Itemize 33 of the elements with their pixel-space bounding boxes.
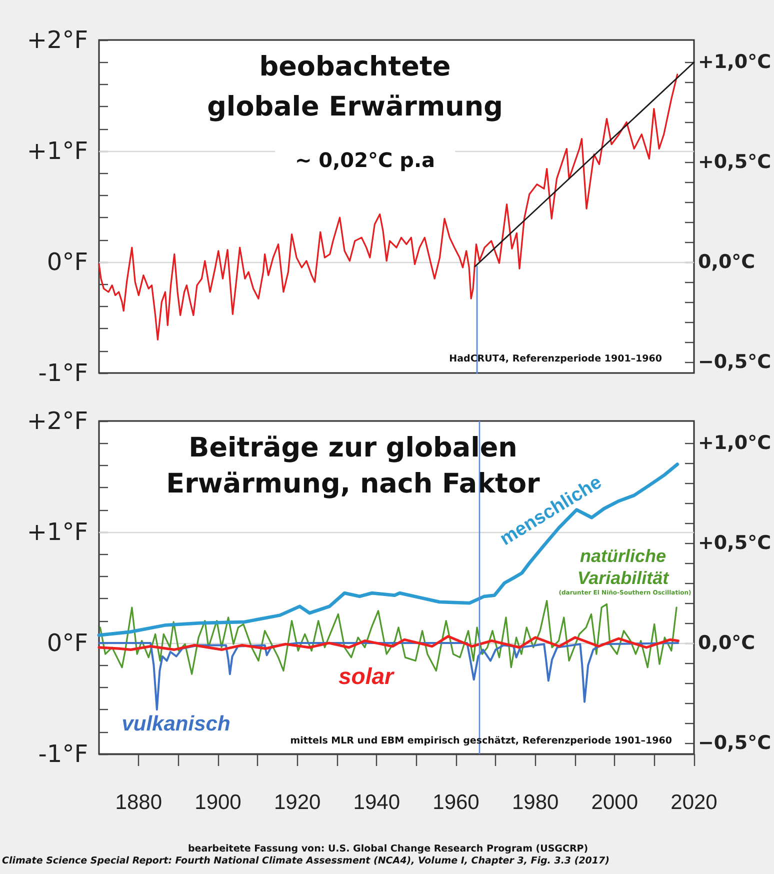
- x-tick-label: 2020: [670, 791, 718, 814]
- annotation: ~ 0,02°C p.a: [294, 148, 436, 172]
- x-tick-label: 1880: [115, 791, 162, 814]
- y2-tick-label: −0,5°C: [698, 350, 772, 373]
- x-tick-label: 1920: [274, 791, 321, 814]
- y-tick-label: +1°F: [26, 518, 88, 546]
- series-label: vulkanisch: [122, 712, 230, 736]
- series-label: solar: [338, 663, 395, 689]
- line-series: [98, 635, 680, 651]
- x-tick-label: 1980: [512, 791, 559, 814]
- y-tick-label: -1°F: [38, 359, 88, 387]
- text: beobachtete globale Erwärmung: [207, 52, 503, 122]
- y-tick-label: +2°F: [26, 407, 88, 435]
- y-tick-label: +2°F: [26, 26, 88, 54]
- y2-tick-label: +1,0°C: [698, 51, 772, 74]
- y2-tick-label: +0,5°C: [698, 532, 772, 554]
- x-tick-label: 1960: [432, 791, 480, 814]
- y-tick-label: 0°F: [46, 629, 88, 657]
- line-series: [98, 642, 680, 711]
- y2-tick-label: +0,5°C: [698, 151, 772, 174]
- y-tick-label: 0°F: [46, 248, 88, 276]
- y2-tick-label: 0,0°C: [698, 250, 756, 273]
- y-tick-label: -1°F: [38, 740, 88, 768]
- y-tick-label: +1°F: [26, 137, 88, 165]
- text: bearbeitete Fassung von: U.S. Global Change Research Program (USGCRP): [188, 844, 588, 854]
- series-label: natürliche Variabilität: [577, 546, 670, 588]
- y2-tick-label: +1,0°C: [698, 432, 772, 454]
- x-tick-label: 1900: [194, 791, 242, 814]
- y2-tick-label: −0,5°C: [698, 732, 772, 754]
- x-tick-label: 2000: [591, 791, 638, 814]
- y2-tick-label: 0,0°C: [698, 632, 756, 654]
- x-tick-label: 1940: [353, 791, 400, 814]
- text: Climate Science Special Report: Fourth National Climate Assessment (NCA4), Volume I, Chapter 3, Fig. 3.3 (2017): [2, 856, 610, 866]
